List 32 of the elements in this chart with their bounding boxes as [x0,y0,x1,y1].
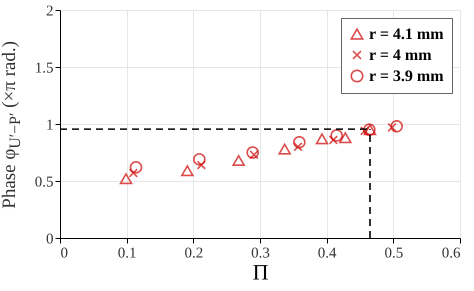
x-tick-label: 0.1 [118,246,137,262]
point [387,122,397,132]
point [181,165,194,176]
point [120,173,132,184]
x-tick-label: 0.2 [184,246,204,262]
point [130,161,142,174]
point [390,120,403,133]
y-tick-label: 0 [46,232,54,248]
point [128,168,138,178]
point [328,135,338,145]
point [193,153,206,166]
legend-label: r = 4.1 mm [369,26,444,43]
x-tick-label: 0.3 [251,246,270,262]
x-tick-label: 0.5 [384,246,404,262]
legend-label: r = 3.9 mm [369,68,444,85]
point [278,144,291,155]
point [249,150,259,160]
x-axis-title: Π [252,260,269,284]
point [330,129,343,142]
y-tick-label: 1 [46,118,54,134]
point [316,133,328,144]
x-tick-label: 0.4 [318,246,338,262]
point [293,136,306,149]
y-tick-label: 1.5 [34,60,54,76]
x-tick-label: 0 [60,246,68,262]
point [246,146,259,159]
point [232,154,245,166]
y-tick-label: 2 [46,4,54,20]
legend-label: r = 4 mm [369,47,432,64]
y-tick-label: 0.5 [34,174,54,190]
x-tick-label: 0.6 [442,246,461,262]
point [339,132,352,144]
